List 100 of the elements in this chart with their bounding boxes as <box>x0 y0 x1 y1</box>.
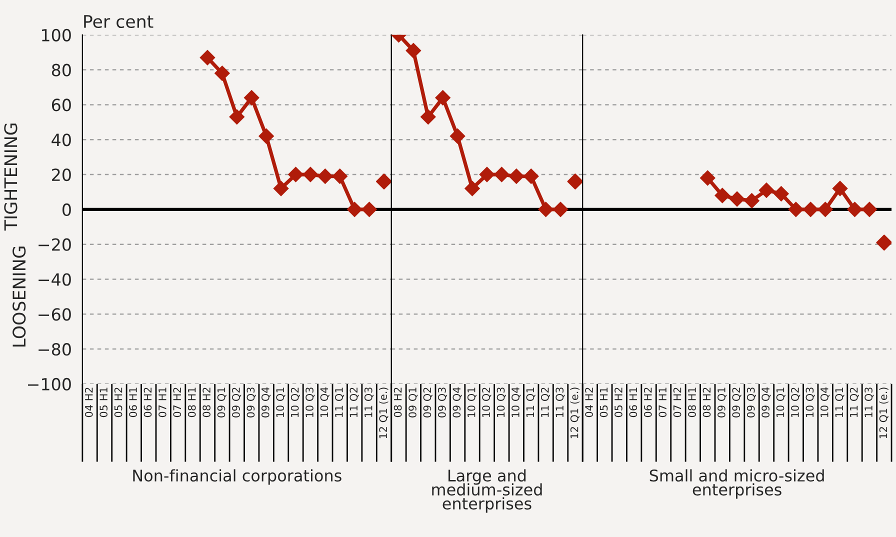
x-tick-label: 09 Q2 <box>423 388 432 418</box>
x-tick-label: 12 Q1 (e.) <box>879 388 888 438</box>
point <box>567 174 583 190</box>
point <box>803 202 818 217</box>
point <box>229 109 244 124</box>
x-tick-label: 10 Q3 <box>496 388 506 417</box>
x-tick-label: 09 Q2 <box>732 388 742 418</box>
point <box>700 170 716 186</box>
point <box>200 50 216 66</box>
x-tick-label: 08 H2 <box>702 388 711 418</box>
x-tick-label: 11 Q1 <box>335 388 344 417</box>
x-tick-label: 11 Q3 <box>864 388 874 417</box>
text: LOOSENING <box>12 246 26 346</box>
x-tick-label: 10 Q3 <box>306 388 315 417</box>
point <box>552 202 568 217</box>
point <box>758 182 774 198</box>
x-tick-label: 11 Q3 <box>556 388 565 417</box>
point <box>214 66 230 81</box>
x-tick-label: 09 Q3 <box>246 388 256 418</box>
x-tick-label: 10 Q3 <box>806 388 815 417</box>
y-tick-label: 20 <box>52 168 71 182</box>
x-tick-label: 06 H1 <box>129 388 137 418</box>
x-tick-label: 10 Q2 <box>482 388 492 417</box>
point <box>450 128 466 144</box>
point <box>744 193 760 208</box>
x-tick-label: 09 Q3 <box>438 388 448 418</box>
x-tick-label: 06 H1 <box>629 388 638 418</box>
x-tick-label: 09 Q4 <box>261 387 271 418</box>
x-tick-label: 04 H2 <box>585 388 593 418</box>
x-tick-label: 05 H2 <box>114 388 122 418</box>
x-tick-label: 10 Q4 <box>820 387 830 417</box>
x-tick-label: 11 Q2 <box>350 388 359 417</box>
point <box>774 186 789 202</box>
point <box>347 202 362 217</box>
x-tick-label: 07 H1 <box>158 388 166 418</box>
x-tick-label: 08 H1 <box>688 388 696 418</box>
point <box>302 166 318 182</box>
point <box>788 202 804 217</box>
point <box>494 166 510 182</box>
x-axis-title: Large and medium-sized enterprises <box>432 469 542 513</box>
x-tick-label: 11 Q1 <box>526 388 536 417</box>
point <box>524 168 539 184</box>
x-tick-label: 12 Q1 (e.) <box>378 388 388 438</box>
y-tick-label: 100 <box>42 28 71 42</box>
x-tick-label: 11 Q2 <box>540 388 550 417</box>
x-tick-label: 06 H2 <box>644 388 652 418</box>
point <box>876 234 892 251</box>
point <box>862 202 878 217</box>
x-tick-label: 05 H1 <box>600 388 608 418</box>
x-tick-label: 07 H1 <box>658 388 667 418</box>
x-tick-label: 11 Q1 <box>835 388 844 417</box>
point <box>832 180 848 196</box>
x-tick-label: 09 Q1 <box>217 388 226 418</box>
x-tick-label: 09 Q3 <box>746 388 756 418</box>
x-tick-label: 07 H2 <box>673 388 682 418</box>
x-tick-label: 08 H1 <box>188 388 196 418</box>
x-tick-label: 09 Q4 <box>762 387 771 418</box>
point <box>288 166 304 182</box>
y-axis-title: TIGHTENING <box>4 124 18 231</box>
x-tick-label: 10 Q4 <box>320 387 330 417</box>
point <box>435 90 450 106</box>
x-tick-label: 08 H2 <box>394 388 402 418</box>
y-tick-label: −40 <box>38 273 71 286</box>
x-tick-label: 09 Q4 <box>452 387 462 418</box>
y-tick-label: 40 <box>52 134 71 146</box>
x-tick-label: 10 Q1 <box>467 388 476 417</box>
point <box>714 188 730 204</box>
point <box>318 168 333 184</box>
x-tick-label: 11 Q3 <box>364 388 374 417</box>
point <box>729 191 745 207</box>
x-tick-label: 10 Q4 <box>512 387 521 417</box>
x-tick-label: 08 H2 <box>202 388 210 418</box>
x-tick-label: 05 H2 <box>614 388 622 418</box>
x-tick-label: 09 Q1 <box>408 388 418 418</box>
y-tick-label: 60 <box>52 98 71 112</box>
x-tick-label: 07 H2 <box>173 388 182 418</box>
x-tick-label: 09 Q1 <box>717 388 727 418</box>
text: Per cent <box>84 15 154 28</box>
x-tick-label: 10 Q1 <box>776 388 786 417</box>
point <box>273 180 289 196</box>
x-tick-label: 06 H2 <box>144 388 152 418</box>
x-axis-title: Non-financial corporations <box>133 469 342 485</box>
point <box>258 128 274 144</box>
point <box>376 174 392 190</box>
x-tick-label: 12 Q1 (e.) <box>570 388 580 438</box>
y-tick-label: −20 <box>38 238 71 251</box>
point <box>420 109 436 124</box>
x-axis-title: Small and micro-sized enterprises <box>650 469 824 499</box>
point <box>464 180 480 196</box>
point <box>479 166 495 182</box>
point <box>538 202 554 217</box>
y-tick-label: −60 <box>38 308 71 321</box>
point <box>406 43 421 58</box>
point <box>508 168 524 184</box>
y-tick-label: 80 <box>52 64 71 76</box>
point <box>818 202 833 217</box>
point <box>362 202 377 217</box>
x-tick-label: 09 Q2 <box>232 388 242 418</box>
x-tick-label: 10 Q1 <box>276 388 286 417</box>
point <box>332 168 348 184</box>
